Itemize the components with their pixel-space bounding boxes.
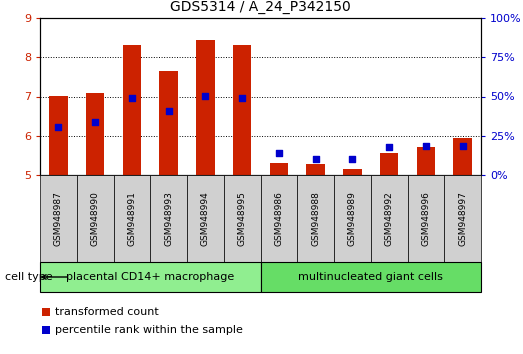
Text: placental CD14+ macrophage: placental CD14+ macrophage xyxy=(66,272,234,282)
Point xyxy=(164,109,173,114)
Text: GSM948997: GSM948997 xyxy=(458,191,467,246)
Bar xyxy=(113,175,150,262)
Bar xyxy=(306,164,325,175)
Text: multinucleated giant cells: multinucleated giant cells xyxy=(298,272,443,282)
Bar xyxy=(260,262,481,292)
Bar xyxy=(260,175,297,262)
Point xyxy=(348,156,357,161)
Text: GSM948993: GSM948993 xyxy=(164,191,173,246)
Point xyxy=(238,95,246,101)
Text: transformed count: transformed count xyxy=(55,307,158,317)
Bar xyxy=(86,93,104,175)
Bar xyxy=(40,175,77,262)
Point xyxy=(385,144,393,150)
Text: GSM948989: GSM948989 xyxy=(348,191,357,246)
Text: GSM948987: GSM948987 xyxy=(54,191,63,246)
Text: cell type: cell type xyxy=(5,272,53,282)
Bar xyxy=(196,40,214,175)
Bar xyxy=(160,71,178,175)
Text: GSM948988: GSM948988 xyxy=(311,191,320,246)
Text: GSM948992: GSM948992 xyxy=(384,191,394,246)
Bar xyxy=(297,175,334,262)
Point xyxy=(201,93,210,98)
Bar xyxy=(380,153,399,175)
Bar xyxy=(150,175,187,262)
Text: GSM948995: GSM948995 xyxy=(237,191,247,246)
Bar xyxy=(233,45,252,175)
Bar xyxy=(343,169,361,175)
Point xyxy=(128,96,136,101)
Bar xyxy=(49,97,67,175)
Bar xyxy=(123,45,141,175)
Bar xyxy=(77,175,113,262)
Bar xyxy=(334,175,371,262)
Point xyxy=(54,124,63,130)
Point xyxy=(422,143,430,148)
Bar xyxy=(371,175,407,262)
Point xyxy=(311,156,320,161)
Text: GSM948996: GSM948996 xyxy=(422,191,430,246)
Text: GSM948994: GSM948994 xyxy=(201,191,210,246)
Bar xyxy=(224,175,260,262)
Text: GSM948990: GSM948990 xyxy=(90,191,99,246)
Bar xyxy=(444,175,481,262)
Bar xyxy=(407,175,444,262)
Bar xyxy=(417,147,435,175)
Bar xyxy=(40,262,260,292)
Point xyxy=(275,150,283,156)
Bar xyxy=(270,163,288,175)
Point xyxy=(91,119,99,125)
Text: GSM948991: GSM948991 xyxy=(128,191,137,246)
Text: GSM948986: GSM948986 xyxy=(275,191,283,246)
Bar xyxy=(453,138,472,175)
Text: percentile rank within the sample: percentile rank within the sample xyxy=(55,325,243,335)
Point xyxy=(459,143,467,148)
Bar xyxy=(187,175,224,262)
Title: GDS5314 / A_24_P342150: GDS5314 / A_24_P342150 xyxy=(170,0,351,14)
